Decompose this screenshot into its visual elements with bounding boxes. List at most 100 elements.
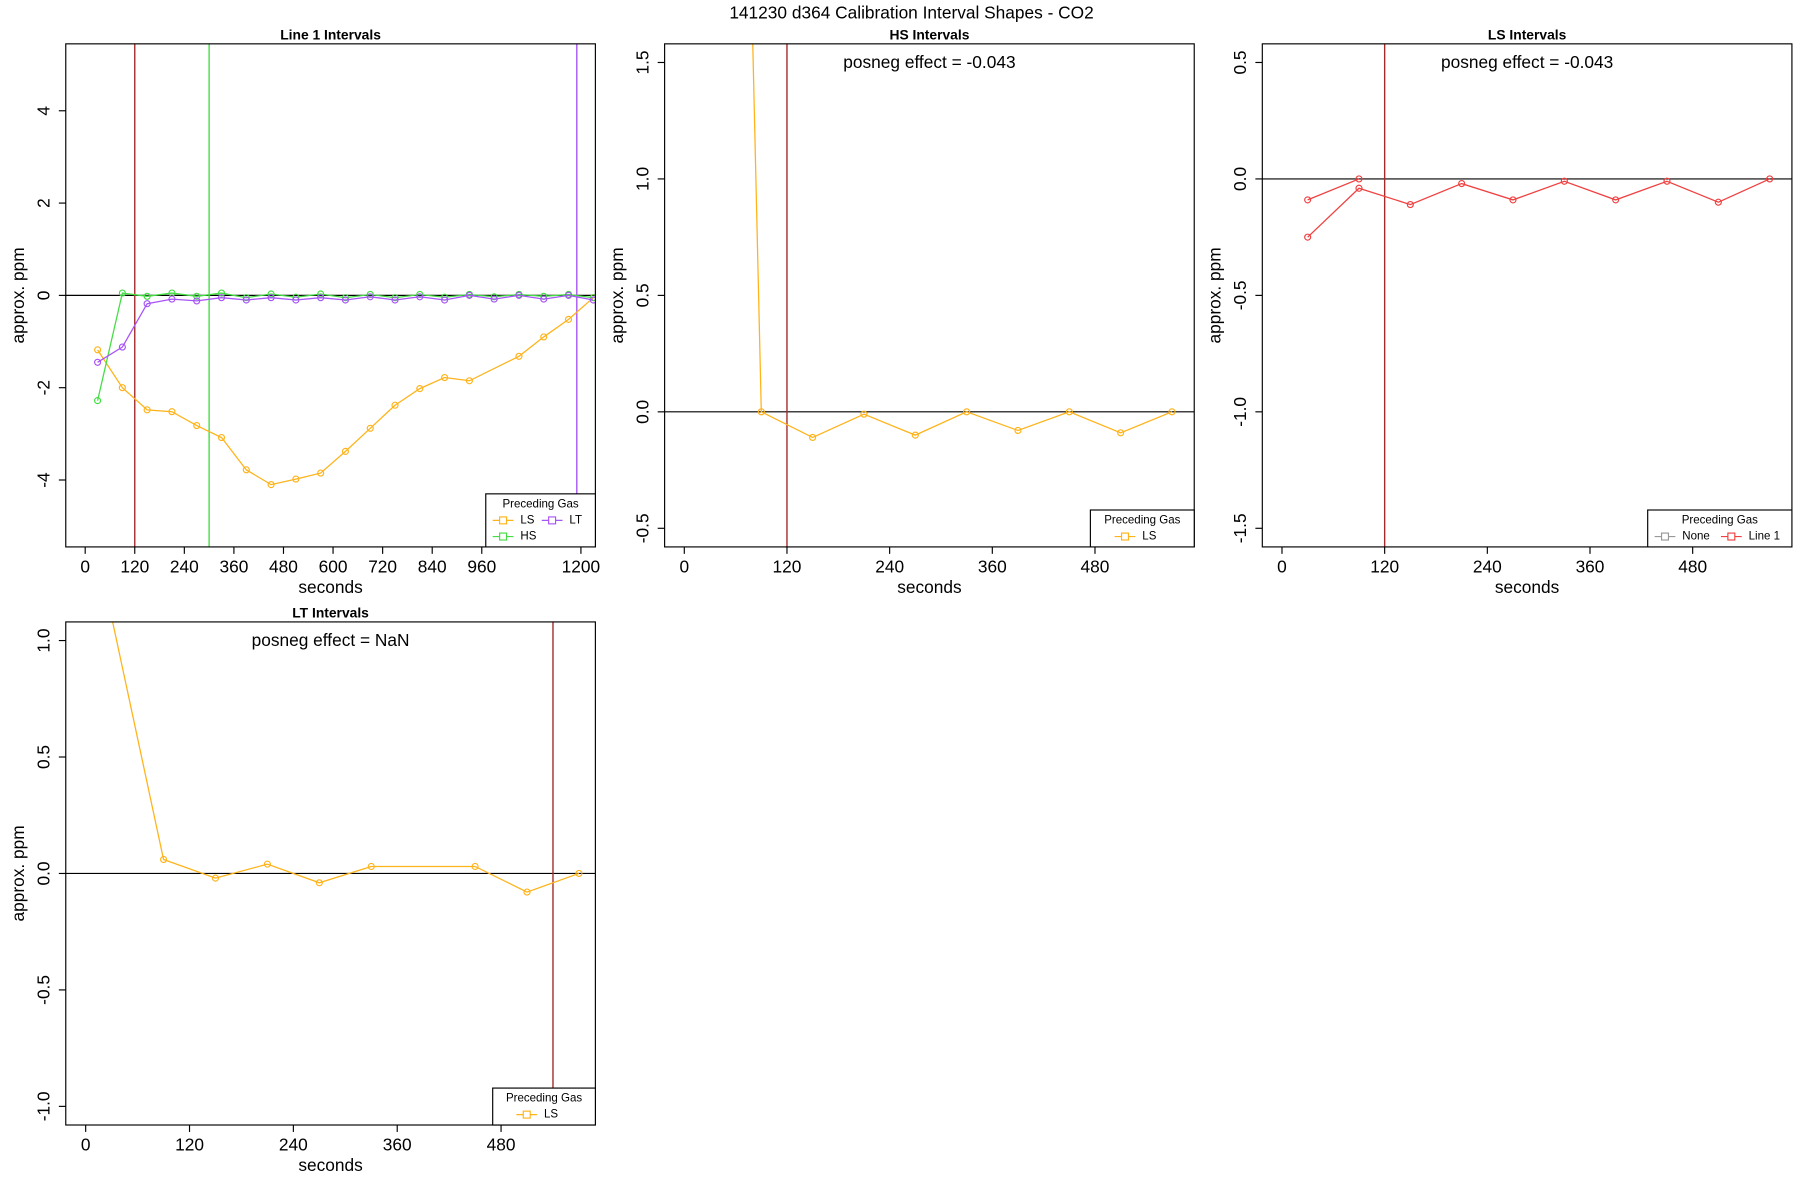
plot-area	[664, 43, 1195, 547]
y-axis-label: approx. ppm	[8, 247, 28, 343]
series-line	[111, 621, 580, 893]
plot-frame	[1261, 43, 1793, 548]
legend-label: LT	[569, 514, 582, 526]
legend-marker	[499, 516, 508, 525]
data-point	[217, 289, 226, 297]
data-point	[366, 424, 374, 432]
x-tick-label: 240	[279, 1134, 308, 1154]
y-tick-label: -1.0	[1230, 397, 1250, 427]
data-point	[471, 862, 479, 871]
legend-title: Preceding Gas	[506, 1093, 582, 1105]
data-point	[963, 408, 971, 416]
x-axis-label: seconds	[1495, 577, 1560, 597]
x-tick-label: 600	[319, 556, 348, 576]
plot-area	[65, 43, 596, 547]
data-point	[292, 296, 300, 304]
y-axis-label: approx. ppm	[1205, 247, 1225, 343]
x-tick-label: 0	[80, 556, 90, 576]
plot-area	[65, 621, 596, 1125]
data-point	[391, 296, 399, 304]
data-point	[1509, 196, 1517, 204]
data-point	[515, 291, 523, 299]
legend-marker	[499, 532, 508, 541]
annotation: posneg effect = -0.043	[843, 52, 1015, 72]
data-point	[193, 421, 201, 430]
data-point	[118, 343, 126, 351]
data-point	[341, 294, 350, 302]
data-point	[118, 289, 126, 297]
x-tick-label: 360	[978, 556, 1007, 576]
data-point	[317, 469, 325, 477]
series-line	[97, 297, 594, 486]
annotation: posneg effect = -0.043	[1441, 52, 1613, 72]
data-point	[211, 874, 220, 882]
x-tick-label: 120	[773, 556, 802, 576]
x-tick-label: 360	[219, 556, 248, 576]
y-tick-label: -0.5	[1230, 280, 1250, 310]
legend-marker	[1120, 532, 1130, 541]
chart-title: LS Intervals	[1488, 26, 1567, 42]
chart: LS Intervals posneg effect = -0.043 second…	[1205, 26, 1793, 597]
data-point	[1304, 233, 1312, 241]
data-point	[1065, 408, 1073, 416]
data-point	[242, 466, 250, 474]
data-point	[1117, 429, 1125, 437]
data-point	[217, 294, 226, 302]
y-axis-label: approx. ppm	[8, 825, 28, 921]
data-point	[193, 292, 201, 300]
y-tick-label: 0.0	[632, 400, 652, 424]
series-line	[97, 294, 594, 363]
data-point	[143, 292, 151, 300]
data-point	[1168, 408, 1176, 416]
legend-label: LS	[1142, 531, 1156, 543]
data-point	[757, 408, 765, 416]
x-tick-label: 840	[418, 556, 447, 576]
data-point	[1014, 426, 1022, 435]
x-tick-label: 0	[1277, 556, 1287, 576]
data-point	[341, 447, 350, 455]
legend-box	[1089, 509, 1195, 548]
x-tick-label: 720	[368, 556, 397, 576]
legend: Preceding Gas None Line 1	[1647, 509, 1793, 548]
y-tick-label: 0.0	[1230, 167, 1250, 191]
legend: Preceding Gas LS	[492, 1087, 596, 1126]
data-point	[441, 296, 449, 304]
data-point	[416, 293, 424, 301]
data-point	[1766, 175, 1774, 183]
plot-frame	[664, 43, 1195, 548]
data-point	[1458, 180, 1466, 188]
y-tick-label: -1.5	[1230, 513, 1250, 543]
data-point	[193, 297, 201, 305]
page-title: 141230 d364 Calibration Interval Shapes …	[729, 2, 1093, 22]
series-line	[752, 43, 1173, 439]
legend-label: HS	[520, 531, 536, 543]
y-tick-label: 0.5	[1230, 50, 1250, 74]
data-point	[490, 295, 498, 303]
x-tick-label: 360	[383, 1134, 412, 1154]
data-point	[217, 433, 226, 442]
legend: Preceding Gas LS	[1089, 509, 1195, 548]
data-point	[143, 406, 151, 414]
y-tick-label: 1.0	[34, 629, 54, 653]
data-point	[267, 290, 275, 298]
x-tick-label: 120	[1370, 556, 1399, 576]
y-tick-label: 0.5	[34, 745, 54, 769]
y-axis-label: approx. ppm	[607, 247, 627, 343]
chart: HS Intervals posneg effect = -0.043 second…	[607, 26, 1195, 597]
x-tick-label: 120	[120, 556, 149, 576]
data-point	[589, 296, 596, 304]
data-point	[465, 291, 473, 299]
data-point	[366, 290, 374, 299]
data-point	[1612, 196, 1620, 204]
data-point	[515, 352, 523, 360]
data-point	[1406, 200, 1414, 209]
y-tick-label: 0.0	[34, 861, 54, 885]
x-tick-label: 240	[170, 556, 199, 576]
data-point	[911, 431, 919, 439]
data-point	[315, 879, 323, 887]
series-line	[1307, 178, 1770, 238]
chart-title: HS Intervals	[889, 26, 969, 42]
data-point	[168, 408, 176, 416]
data-point	[564, 291, 573, 299]
